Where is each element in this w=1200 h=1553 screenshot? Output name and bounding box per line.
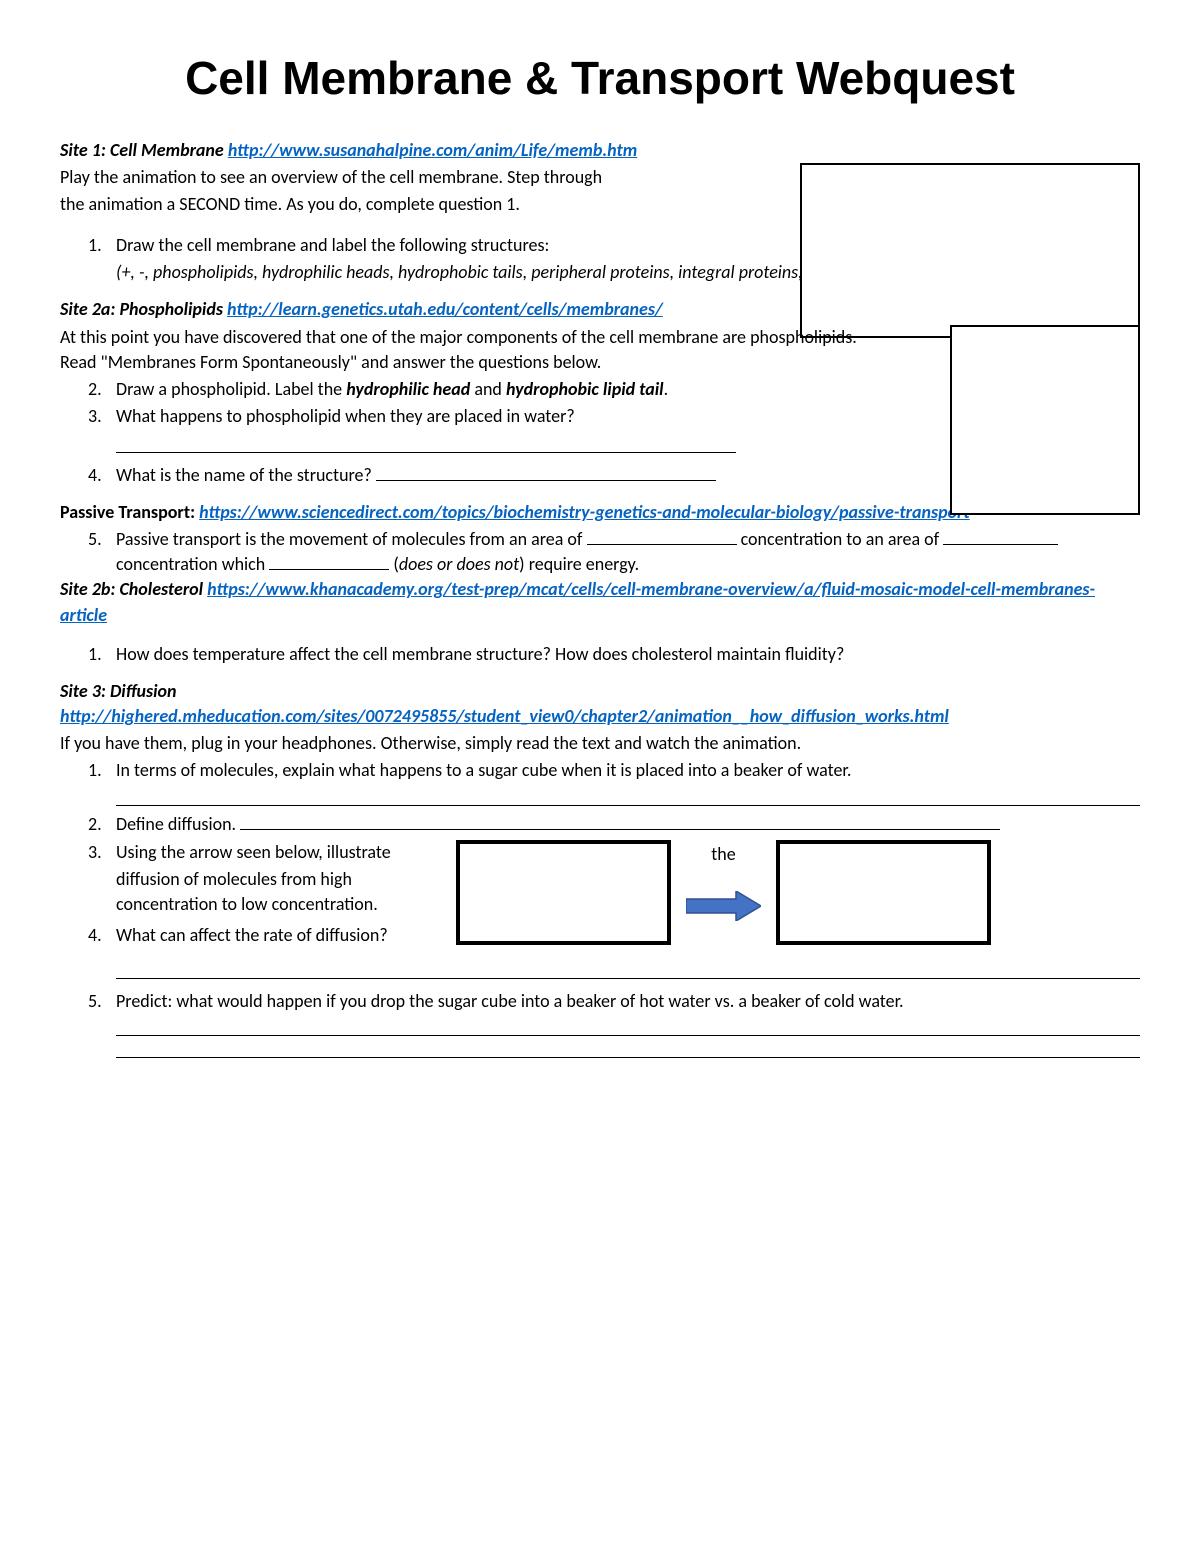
answer-line (116, 1036, 1140, 1058)
site3-q2: 2.Define diffusion. (116, 812, 1140, 837)
site1-link[interactable]: http://www.susanahalpine.com/anim/Life/m… (228, 139, 637, 161)
diffusion-row: 3.Using the arrow seen below, illustrate… (116, 840, 1140, 949)
passive-link[interactable]: https://www.sciencedirect.com/topics/bio… (199, 501, 970, 523)
site3-heading: Site 3: Diffusion (60, 679, 1140, 704)
site3-p1: If you have them, plug in your headphone… (60, 731, 1140, 756)
site1-heading: Site 1: Cell Membrane (60, 139, 228, 161)
site2a-link[interactable]: http://learn.genetics.utah.edu/content/c… (227, 298, 663, 320)
answer-line (116, 957, 1140, 979)
site3-q3b: diffusion of molecules from high concent… (116, 867, 448, 917)
diffusion-box-right (776, 840, 991, 945)
diffusion-box-left (456, 840, 671, 945)
site2a-section: Site 2a: Phospholipids http://learn.gene… (60, 297, 1140, 487)
site2b-heading: Site 2b: Cholesterol (60, 578, 207, 600)
arrow-label-the: the (711, 842, 735, 867)
drawing-box-2 (950, 325, 1140, 515)
site2a-heading: Site 2a: Phospholipids (60, 298, 227, 320)
passive-q5: 5.Passive transport is the movement of m… (116, 527, 1140, 577)
site2b-q1: 1.How does temperature affect the cell m… (116, 642, 1140, 667)
answer-line (116, 784, 1140, 806)
passive-heading: Passive Transport: (60, 501, 199, 523)
site2a-p1: At this point you have discovered that o… (60, 325, 880, 375)
arrow-icon (686, 891, 761, 921)
site3-section: Site 3: Diffusion http://highered.mheduc… (60, 679, 1140, 1058)
site1-section: Site 1: Cell Membrane http://www.susanah… (60, 138, 1140, 286)
site3-q4: 4.What can affect the rate of diffusion? (116, 923, 448, 948)
page-title: Cell Membrane & Transport Webquest (60, 50, 1140, 108)
site3-q1: 1.In terms of molecules, explain what ha… (116, 758, 1140, 783)
site3-q5: 5.Predict: what would happen if you drop… (116, 989, 1140, 1014)
answer-line (116, 1014, 1140, 1036)
site3-q3: 3.Using the arrow seen below, illustrate (116, 840, 448, 865)
site3-link[interactable]: http://highered.mheducation.com/sites/00… (60, 705, 949, 727)
site2b-section: Site 2b: Cholesterol https://www.khanaca… (60, 577, 1140, 667)
site2b-link[interactable]: https://www.khanacademy.org/test-prep/mc… (60, 578, 1095, 625)
